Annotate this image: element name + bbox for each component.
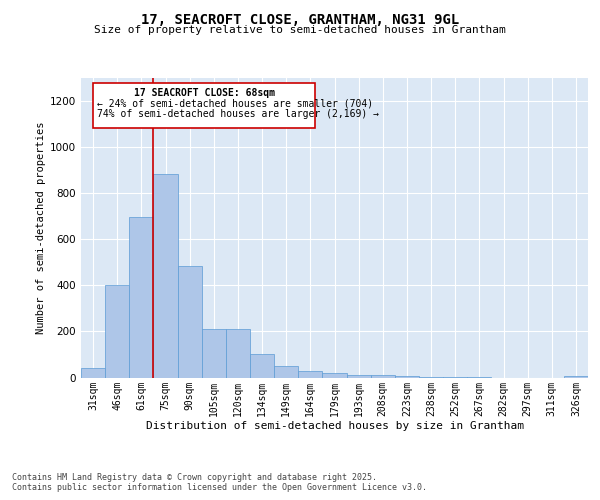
Text: 74% of semi-detached houses are larger (2,169) →: 74% of semi-detached houses are larger (…: [97, 108, 379, 118]
Bar: [250, 354, 274, 378]
Text: Contains HM Land Registry data © Crown copyright and database right 2025.: Contains HM Land Registry data © Crown c…: [12, 472, 377, 482]
Bar: [274, 366, 298, 378]
X-axis label: Distribution of semi-detached houses by size in Grantham: Distribution of semi-detached houses by …: [146, 421, 523, 431]
Bar: [347, 375, 371, 378]
Bar: [178, 266, 202, 378]
Bar: [129, 217, 154, 378]
Text: Contains public sector information licensed under the Open Government Licence v3: Contains public sector information licen…: [12, 484, 427, 492]
Y-axis label: Number of semi-detached properties: Number of semi-detached properties: [36, 121, 46, 334]
Bar: [298, 371, 322, 378]
Text: 17, SEACROFT CLOSE, GRANTHAM, NG31 9GL: 17, SEACROFT CLOSE, GRANTHAM, NG31 9GL: [141, 12, 459, 26]
Bar: [322, 373, 347, 378]
Text: 17 SEACROFT CLOSE: 68sqm: 17 SEACROFT CLOSE: 68sqm: [134, 88, 275, 98]
Text: Size of property relative to semi-detached houses in Grantham: Size of property relative to semi-detach…: [94, 25, 506, 35]
Bar: [371, 375, 395, 378]
Bar: [93, 84, 315, 128]
Text: ← 24% of semi-detached houses are smaller (704): ← 24% of semi-detached houses are smalle…: [97, 98, 373, 108]
Bar: [226, 329, 250, 378]
Bar: [202, 329, 226, 378]
Bar: [395, 376, 419, 378]
Bar: [154, 174, 178, 378]
Bar: [564, 376, 588, 378]
Bar: [105, 285, 129, 378]
Bar: [81, 368, 105, 378]
